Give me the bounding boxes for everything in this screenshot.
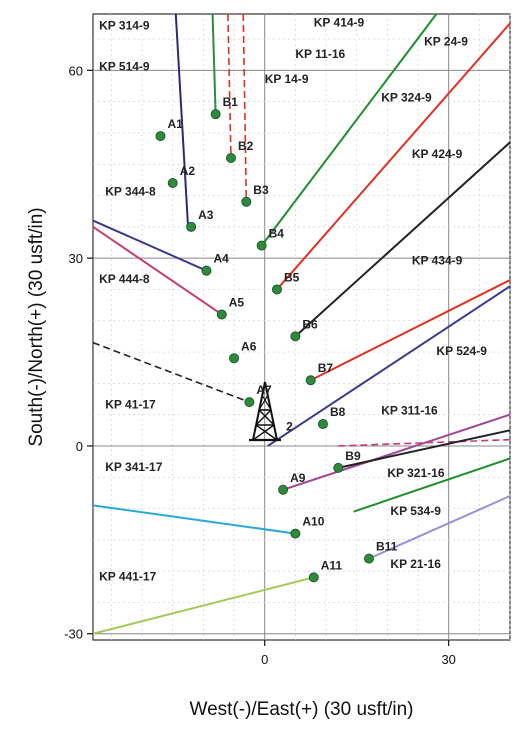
well-marker-b1	[210, 109, 221, 120]
well-marker-a11	[308, 572, 319, 583]
well-marker-a2	[167, 178, 178, 189]
well-label-b1: B1	[223, 95, 239, 109]
well-marker-a7	[244, 397, 255, 408]
series-line-12	[282, 413, 511, 491]
series-line-15	[353, 457, 511, 513]
y-tick-label: 0	[76, 439, 83, 454]
well-label-b11: B11	[376, 540, 398, 554]
wellpath-series	[92, 13, 511, 635]
well-marker-b5	[271, 284, 282, 295]
well-marker-a4	[201, 265, 212, 276]
wellpath-label: KP 514-9	[99, 59, 150, 73]
series-line-10	[92, 219, 207, 272]
y-tick-label: -30	[64, 627, 83, 642]
well-label-a9: A9	[290, 471, 306, 485]
wellpath-label: KP 434-9	[412, 253, 463, 267]
well-marker-b7	[305, 375, 316, 386]
well-label-a1: A1	[167, 117, 183, 131]
wellpath-label: KP 21-16	[390, 557, 441, 571]
x-tick-label: 30	[441, 652, 455, 667]
axes: 0 30 -30 0 30 60 West(-)/East(+) (30 usft/in) S…	[26, 63, 456, 720]
rig-icon	[249, 381, 281, 442]
series-line-11	[92, 341, 250, 403]
grid	[92, 13, 511, 641]
wellpath-label: KP 344-8	[105, 185, 156, 199]
series-line-8	[310, 279, 511, 382]
series-line-5	[276, 22, 511, 291]
well-label-a10: A10	[302, 515, 324, 529]
well-label-extra: 2	[286, 419, 293, 433]
wellpath-label: KP 441-17	[99, 570, 156, 584]
well-label-b8: B8	[330, 405, 346, 419]
well-label-b3: B3	[253, 183, 269, 197]
well-marker-b6	[290, 331, 301, 342]
wellpath-label: KP 24-9	[424, 34, 468, 48]
well-label-a5: A5	[229, 295, 245, 309]
well-marker-b8	[317, 419, 328, 430]
well-label-a4: A4	[213, 252, 229, 266]
well-marker-a9	[278, 484, 289, 495]
series-line-7	[267, 285, 511, 447]
series-line-17	[92, 504, 296, 535]
well-label-a11: A11	[321, 558, 343, 572]
well-marker-a5	[216, 309, 227, 320]
wellpath-label: KP 534-9	[390, 504, 441, 518]
well-label-a6: A6	[241, 339, 257, 353]
wellpath-label: KP 11-16	[295, 47, 345, 61]
series-line-14	[338, 429, 511, 469]
well-label-b5: B5	[284, 270, 300, 284]
x-tick-label: 0	[261, 652, 268, 667]
y-tick-label: 30	[69, 251, 83, 266]
wellpath-label: KP 524-9	[436, 344, 487, 358]
series-line-3	[242, 13, 248, 202]
well-label-a7: A7	[256, 383, 272, 397]
well-marker-b11	[363, 553, 374, 564]
well-label-a2: A2	[180, 164, 196, 178]
series-line-18	[92, 576, 315, 635]
wells: A1 A2 A3 A4 A5 A6 A7 A9 A10 A11 B1 B2 B3 B4 B5 B6 B7 B8 B9…	[155, 95, 398, 583]
well-marker-b2	[225, 152, 236, 163]
series-line-16	[368, 495, 511, 560]
well-marker-a10	[290, 528, 301, 539]
wellpath-label: KP 314-9	[99, 19, 150, 33]
series-line-4	[260, 13, 438, 247]
well-marker-a3	[186, 221, 197, 232]
well-marker-b3	[241, 196, 252, 207]
wellpath-label: KP 324-9	[381, 91, 432, 105]
wellpath-label: KP 41-17	[105, 397, 156, 411]
well-marker-b4	[256, 240, 267, 251]
wellpath-labels: KP 314-9 KP 514-9 KP 414-9 KP 11-16 KP 14-9 K…	[99, 16, 487, 584]
y-axis-title: South(-)/North(+) (30 usft/in)	[26, 207, 47, 446]
well-label-b4: B4	[269, 227, 285, 241]
wellpath-label: KP 311-16	[381, 404, 438, 418]
well-marker-a1	[155, 131, 166, 142]
wellpath-label: KP 321-16	[387, 466, 444, 480]
well-label-a3: A3	[198, 208, 214, 222]
series-line-0	[174, 13, 190, 227]
y-tick-label: 60	[69, 63, 83, 78]
wellpath-label: KP 14-9	[265, 72, 309, 86]
well-label-b7: B7	[318, 361, 334, 375]
well-label-b9: B9	[345, 449, 361, 463]
plot-frame	[92, 13, 511, 641]
series-line-13	[338, 438, 511, 447]
wellpath-label: KP 341-17	[105, 460, 162, 474]
wellpath-label: KP 414-9	[314, 16, 365, 30]
well-label-b2: B2	[238, 139, 254, 153]
series-line-9	[92, 226, 223, 316]
x-axis-title: West(-)/East(+) (30 usft/in)	[189, 699, 413, 720]
wellpath-label: KP 444-8	[99, 272, 150, 286]
well-label-b6: B6	[302, 317, 318, 331]
wellpath-label: KP 424-9	[412, 147, 463, 161]
series-line-2	[227, 13, 232, 158]
series-line-6	[294, 141, 511, 338]
well-marker-a6	[229, 353, 240, 364]
series-line-1	[211, 13, 217, 115]
well-marker-b9	[333, 462, 344, 473]
